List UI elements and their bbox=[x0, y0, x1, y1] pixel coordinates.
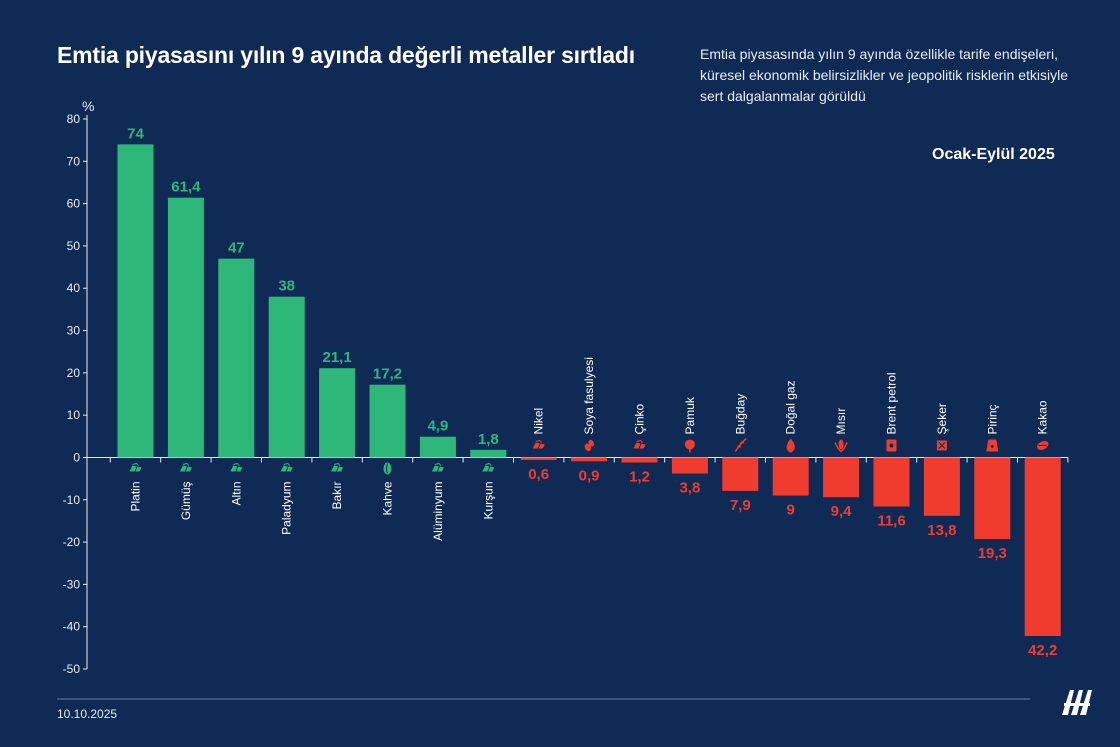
bar-18 bbox=[974, 457, 1011, 540]
bar-4 bbox=[268, 296, 305, 458]
value-label: 7,9 bbox=[730, 497, 751, 514]
y-tick-label: -50 bbox=[63, 662, 81, 676]
category-label: Pamuk bbox=[683, 396, 697, 434]
bar-14 bbox=[772, 457, 809, 496]
ore-icon bbox=[179, 462, 192, 472]
flame-icon bbox=[786, 438, 795, 453]
period-label: Ocak-Eylül 2025 bbox=[932, 146, 1055, 163]
category-label: Gümüş bbox=[179, 481, 193, 520]
y-tick-label: 70 bbox=[67, 154, 81, 168]
value-label: 0,6 bbox=[528, 466, 549, 483]
category-label: Mısır bbox=[834, 408, 848, 435]
y-tick-label: 60 bbox=[67, 197, 81, 211]
bar-17 bbox=[923, 457, 960, 516]
bar-15 bbox=[823, 457, 860, 498]
aa-logo bbox=[1062, 690, 1092, 715]
bar-5 bbox=[319, 368, 356, 458]
value-label: 47 bbox=[228, 240, 245, 257]
ore-icon bbox=[129, 462, 142, 472]
ore-icon bbox=[482, 462, 495, 472]
y-tick-label: 80 bbox=[67, 112, 81, 126]
category-label: Doğal gaz bbox=[784, 380, 798, 434]
value-label: 21,1 bbox=[322, 349, 351, 366]
bar-8 bbox=[470, 449, 507, 458]
bar-6 bbox=[369, 384, 406, 458]
category-label: Kurşun bbox=[481, 481, 495, 519]
bar-19 bbox=[1024, 457, 1061, 636]
publish-date: 10.10.2025 bbox=[57, 707, 118, 721]
y-tick-label: 50 bbox=[67, 239, 81, 253]
bar-3 bbox=[218, 258, 255, 458]
sugar-icon bbox=[936, 440, 947, 451]
value-label: 19,3 bbox=[978, 545, 1007, 562]
value-label: 17,2 bbox=[373, 366, 402, 383]
ore-icon bbox=[633, 439, 646, 449]
chart-subtitle: Emtia piyasasında yılın 9 ayında özellik… bbox=[700, 46, 1069, 104]
bar-13 bbox=[722, 457, 759, 491]
value-label: 3,8 bbox=[679, 480, 700, 497]
y-tick-label: -10 bbox=[63, 493, 81, 507]
category-label: Platin bbox=[129, 481, 143, 511]
value-label: 74 bbox=[127, 125, 144, 142]
y-tick-label: -20 bbox=[63, 535, 81, 549]
value-label: 42,2 bbox=[1028, 642, 1057, 659]
value-label: 9 bbox=[787, 502, 795, 519]
bar-11 bbox=[621, 457, 658, 463]
value-label: 11,6 bbox=[877, 513, 905, 530]
category-label: Bakır bbox=[330, 481, 344, 509]
category-label: Brent petrol bbox=[885, 372, 899, 434]
wheat-icon bbox=[734, 437, 747, 452]
chart-title: Emtia piyasasını yılın 9 ayında değerli … bbox=[57, 42, 635, 68]
category-label: Alüminyum bbox=[431, 481, 445, 540]
soybean-icon bbox=[584, 439, 594, 452]
y-tick-label: 10 bbox=[67, 408, 81, 422]
value-label: 1,8 bbox=[478, 431, 499, 448]
rice-bag-icon bbox=[986, 439, 999, 452]
cocoa-icon bbox=[1037, 441, 1049, 450]
cotton-icon bbox=[684, 439, 695, 453]
bar-1 bbox=[117, 144, 154, 458]
y-tick-label: 40 bbox=[67, 281, 81, 295]
y-tick-label: 20 bbox=[67, 366, 81, 380]
ore-icon bbox=[230, 462, 243, 472]
ore-icon bbox=[331, 462, 344, 472]
bar-16 bbox=[873, 457, 910, 507]
value-label: 4,9 bbox=[427, 418, 448, 435]
value-label: 13,8 bbox=[927, 522, 956, 539]
y-tick-label: -40 bbox=[63, 620, 81, 634]
value-label: 1,2 bbox=[629, 469, 650, 486]
category-label: Nikel bbox=[532, 408, 546, 435]
category-label: Buğday bbox=[733, 394, 747, 435]
category-label: Kahve bbox=[381, 481, 395, 515]
bar-7 bbox=[419, 436, 456, 458]
y-tick-label: -30 bbox=[63, 577, 81, 591]
category-label: Şeker bbox=[935, 403, 949, 434]
bar-12 bbox=[671, 457, 708, 474]
y-tick-label: 0 bbox=[73, 450, 80, 464]
category-label: Kakao bbox=[1036, 400, 1050, 434]
oil-barrel-icon bbox=[886, 439, 897, 452]
bar-2 bbox=[167, 197, 204, 458]
category-label: Altın bbox=[229, 481, 243, 505]
y-axis-unit: % bbox=[82, 98, 94, 114]
y-tick-label: 30 bbox=[67, 324, 81, 338]
value-label: 61,4 bbox=[171, 179, 201, 196]
bar-10 bbox=[571, 457, 608, 462]
coffee-bean-icon bbox=[383, 462, 392, 475]
category-label: Pirinç bbox=[985, 404, 999, 434]
corn-icon bbox=[834, 439, 848, 453]
ore-icon bbox=[532, 439, 545, 449]
category-label: Soya fasulyesi bbox=[582, 357, 596, 434]
category-label: Çinko bbox=[633, 403, 647, 434]
value-label: 0,9 bbox=[579, 467, 600, 484]
category-label: Paladyum bbox=[280, 481, 294, 534]
value-label: 38 bbox=[278, 278, 295, 295]
value-label: 9,4 bbox=[831, 503, 853, 520]
ore-icon bbox=[280, 462, 293, 472]
bar-9 bbox=[520, 457, 557, 460]
ore-icon bbox=[431, 462, 444, 472]
